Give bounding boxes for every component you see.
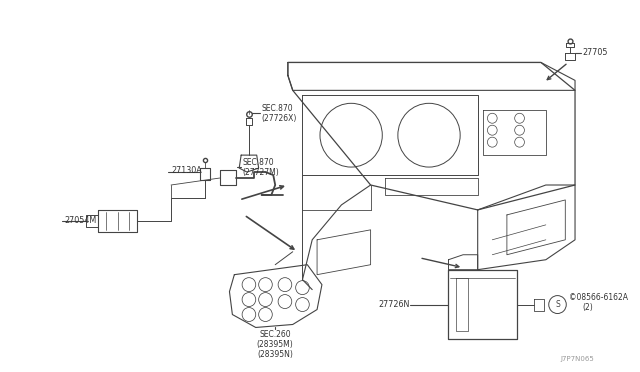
Text: J7P7N065: J7P7N065: [561, 356, 595, 362]
Text: (2): (2): [583, 303, 593, 312]
Text: SEC.260: SEC.260: [259, 330, 291, 339]
Text: SEC.870: SEC.870: [262, 104, 293, 113]
Text: S: S: [555, 300, 560, 309]
Text: 27705: 27705: [583, 48, 609, 57]
Text: (28395N): (28395N): [257, 350, 293, 359]
Text: ©08566-6162A: ©08566-6162A: [569, 293, 628, 302]
Text: SEC.870: SEC.870: [242, 158, 274, 167]
Text: (27727M): (27727M): [242, 167, 279, 177]
Text: 27054M: 27054M: [64, 217, 96, 225]
Text: 27130A: 27130A: [171, 166, 202, 174]
Text: (28395M): (28395M): [257, 340, 294, 349]
Text: (27726X): (27726X): [262, 114, 297, 123]
Text: 27726N: 27726N: [378, 300, 410, 309]
